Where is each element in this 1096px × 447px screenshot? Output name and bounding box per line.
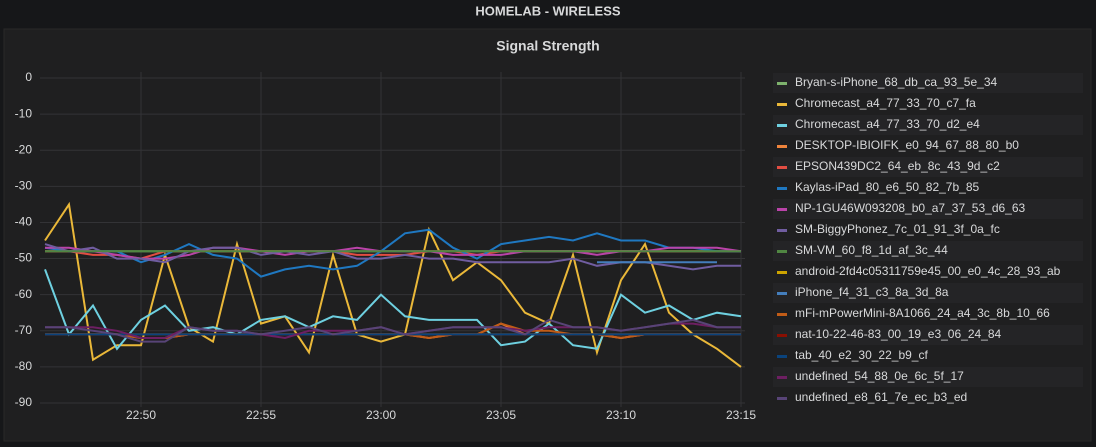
y-tick-label: 0 (25, 70, 32, 84)
legend-label[interactable]: DESKTOP-IBIOIFK_e0_94_67_88_80_b0 (795, 138, 1019, 152)
legend-swatch (777, 334, 787, 337)
legend-swatch (777, 187, 787, 190)
y-tick-label: -30 (15, 179, 33, 193)
legend-label[interactable]: EPSON439DC2_64_eb_8c_43_9d_c2 (795, 159, 1000, 173)
y-tick-label: -40 (15, 215, 33, 229)
legend-swatch (777, 145, 787, 148)
legend-swatch (777, 82, 787, 85)
legend-label[interactable]: SM-BiggyPhonez_7c_01_91_3f_0a_fc (795, 222, 1000, 236)
legend-label[interactable]: android-2fd4c05311759e45_00_e0_4c_28_93_… (795, 264, 1061, 278)
x-tick-label: 22:50 (126, 408, 156, 422)
legend-row (773, 136, 1083, 156)
legend-swatch (777, 397, 787, 400)
legend-swatch (777, 124, 787, 127)
legend-swatch (777, 271, 787, 274)
x-tick-label: 23:10 (606, 408, 636, 422)
legend-swatch (777, 313, 787, 316)
legend-row (773, 262, 1083, 282)
legend-label[interactable]: nat-10-22-46-83_00_19_e3_06_24_84 (795, 327, 1002, 341)
x-tick-label: 23:15 (726, 408, 756, 422)
legend-label[interactable]: Kaylas-iPad_80_e6_50_82_7b_85 (795, 180, 979, 194)
legend-swatch (777, 208, 787, 211)
legend-swatch (777, 376, 787, 379)
y-tick-label: -60 (15, 287, 33, 301)
legend-row (773, 157, 1083, 177)
legend-swatch (777, 166, 787, 169)
legend-label[interactable]: Bryan-s-iPhone_68_db_ca_93_5e_34 (795, 75, 997, 89)
x-tick-label: 23:00 (366, 408, 396, 422)
legend-swatch (777, 103, 787, 106)
legend-label[interactable]: undefined_e8_61_7e_ec_b3_ed (795, 390, 967, 404)
legend-row (773, 367, 1083, 387)
legend-swatch (777, 292, 787, 295)
legend-row (773, 325, 1083, 345)
legend-label[interactable]: iPhone_f4_31_c3_8a_3d_8a (795, 285, 949, 299)
legend-label[interactable]: Chromecast_a4_77_33_70_c7_fa (795, 96, 976, 110)
y-tick-label: -20 (15, 142, 33, 156)
legend-label[interactable]: Chromecast_a4_77_33_70_d2_e4 (795, 117, 980, 131)
series-line (44, 201, 742, 368)
dashboard-title: HOMELAB - WIRELESS (475, 3, 620, 18)
legend-row (773, 388, 1083, 408)
legend-row (773, 241, 1083, 261)
legend-swatch (777, 229, 787, 232)
y-tick-label: -80 (15, 359, 33, 373)
panel-title[interactable]: Signal Strength (496, 38, 599, 54)
x-tick-label: 23:05 (486, 408, 516, 422)
legend-row (773, 73, 1083, 93)
legend-row (773, 178, 1083, 198)
legend-row (773, 283, 1083, 303)
legend-row (773, 304, 1083, 324)
y-tick-label: -50 (15, 251, 33, 265)
legend-label[interactable]: mFi-mPowerMini-8A1066_24_a4_3c_8b_10_66 (795, 306, 1050, 320)
legend-row (773, 94, 1083, 114)
legend-row (773, 220, 1083, 240)
y-tick-label: -90 (15, 395, 33, 409)
legend-label[interactable]: SM-VM_60_f8_1d_af_3c_44 (795, 243, 948, 257)
legend-swatch (777, 355, 787, 358)
legend-label[interactable]: tab_40_e2_30_22_b9_cf (795, 348, 928, 362)
y-tick-label: -70 (15, 323, 33, 337)
legend-row (773, 346, 1083, 366)
series-line (45, 318, 741, 343)
legend-label[interactable]: undefined_54_88_0e_6c_5f_17 (795, 369, 964, 383)
legend-label[interactable]: NP-1GU46W093208_b0_a7_37_53_d6_63 (795, 201, 1026, 215)
legend-row (773, 115, 1083, 135)
series-line (44, 269, 742, 351)
legend-row (773, 199, 1083, 219)
y-tick-label: -10 (15, 106, 33, 120)
legend-swatch (777, 250, 787, 253)
x-tick-label: 22:55 (246, 408, 276, 422)
series-line (44, 228, 741, 278)
